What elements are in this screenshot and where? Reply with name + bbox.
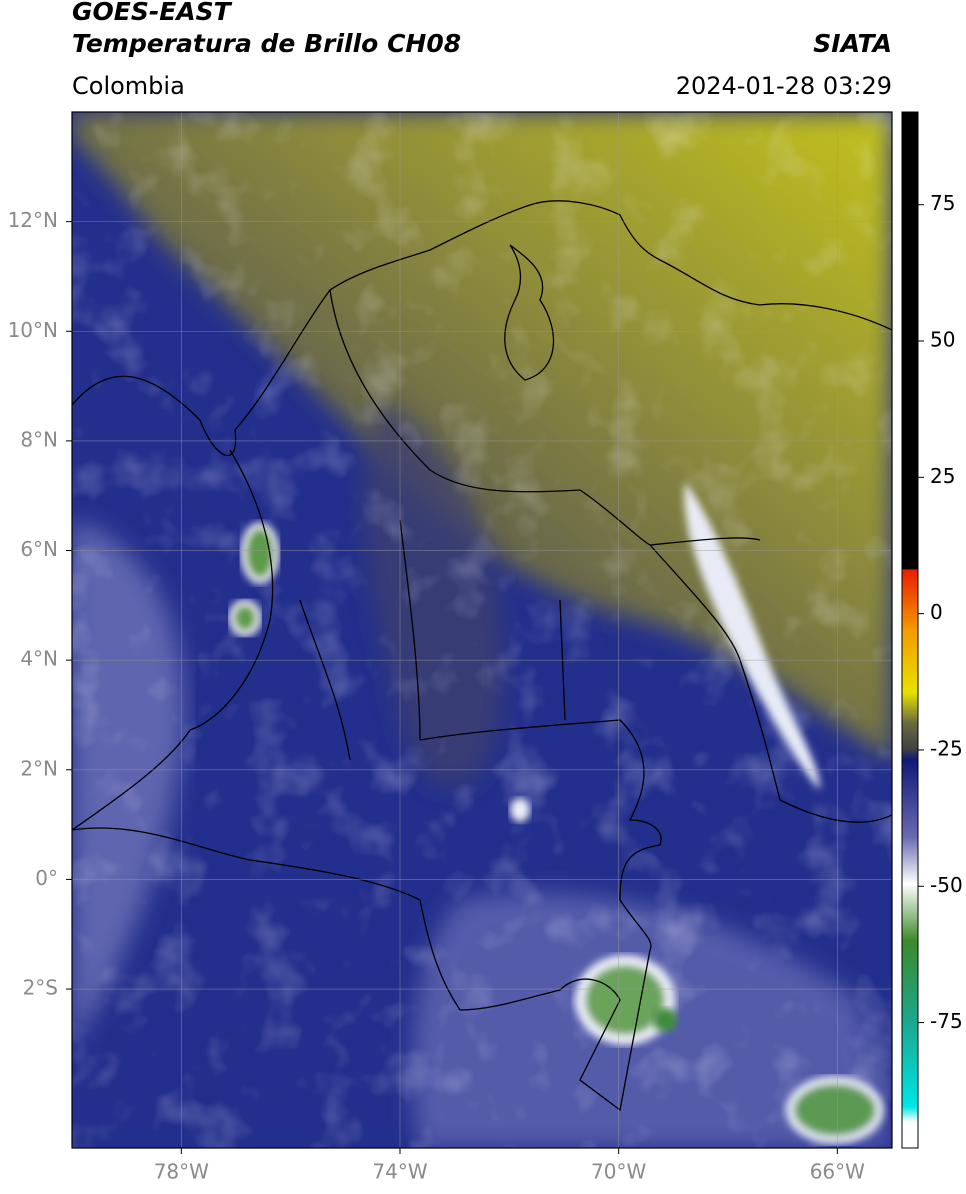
- map-frame: [71, 111, 893, 1149]
- lat-tick-label: 8°N: [20, 427, 58, 451]
- lat-tick-label: 12°N: [8, 208, 58, 232]
- colorbar-tick-label: 25: [930, 464, 955, 488]
- lat-tick-label: 0°: [35, 866, 58, 890]
- product-title: Temperatura de Brillo CH08: [72, 29, 461, 58]
- lon-tick-label: 78°W: [154, 1160, 209, 1184]
- lat-tick-label: 2°S: [23, 976, 58, 1000]
- grid: [72, 112, 892, 1148]
- lat-tick-label: 2°N: [20, 756, 58, 780]
- colorbar-tick-label: -75: [930, 1009, 963, 1033]
- colorbar: [901, 111, 919, 1149]
- colorbar-tick-label: 50: [930, 328, 955, 352]
- organization: SIATA: [813, 29, 892, 58]
- colorbar-tick-label: -25: [930, 736, 963, 760]
- satellite-image: [72, 112, 892, 1148]
- lat-tick-label: 4°N: [20, 647, 58, 671]
- lat-tick-label: 10°N: [8, 318, 58, 342]
- region: Colombia: [72, 72, 185, 100]
- colorbar-tick-label: 0: [930, 600, 943, 624]
- satellite-title: GOES-EAST: [72, 0, 233, 26]
- lat-tick-label: 6°N: [20, 537, 58, 561]
- colorbar-tick-label: 75: [930, 191, 955, 215]
- colorbar-tick-label: -50: [930, 873, 963, 897]
- lon-tick-label: 70°W: [591, 1160, 646, 1184]
- lon-tick-label: 74°W: [372, 1160, 427, 1184]
- datetime: 2024-01-28 03:29: [676, 72, 892, 100]
- lon-tick-label: 66°W: [810, 1160, 865, 1184]
